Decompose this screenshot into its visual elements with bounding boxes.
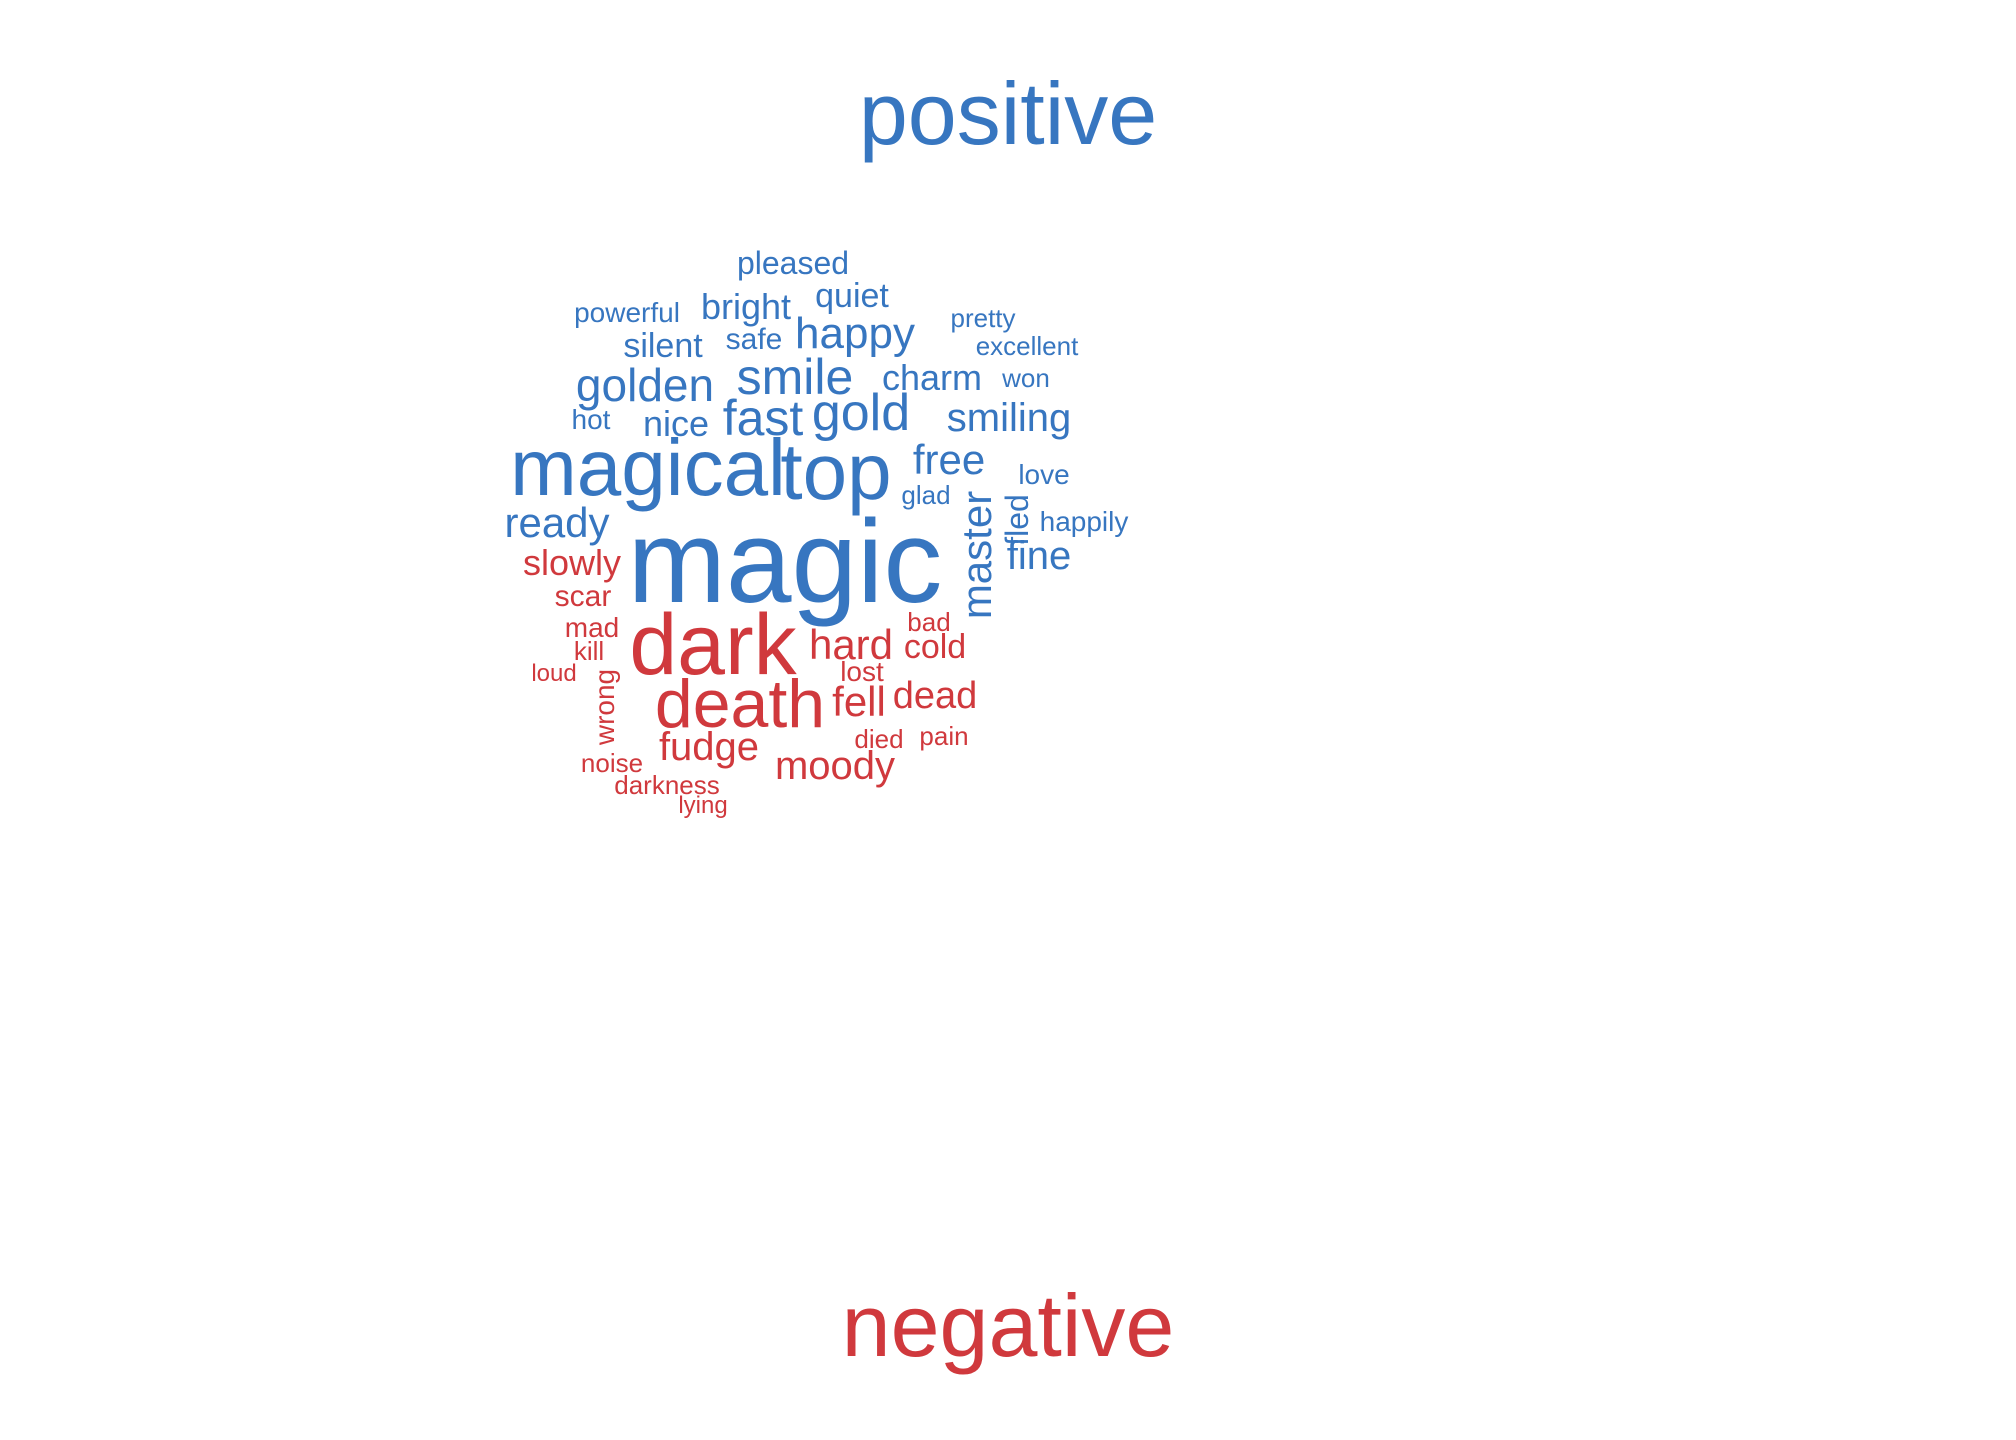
word-positive: safe: [725, 323, 783, 356]
word-negative: lying: [678, 792, 728, 819]
word-positive: top: [780, 427, 892, 516]
positive-heading: positive: [858, 64, 1158, 163]
word-positive: glad: [901, 480, 951, 510]
word-negative: loud: [531, 660, 577, 687]
word-positive: quiet: [815, 277, 889, 315]
word-negative: hard: [808, 621, 894, 668]
word-negative: fudge: [658, 725, 760, 769]
word-positive: smiling: [946, 396, 1072, 440]
word-negative: died: [854, 724, 904, 754]
word-positive: ready: [504, 499, 610, 546]
word-negative: wrong: [589, 668, 620, 746]
word-negative: scar: [554, 580, 612, 613]
word-negative: pain: [919, 721, 969, 751]
word-negative: fell: [832, 678, 886, 725]
word-negative: kill: [573, 636, 605, 666]
word-positive: silent: [623, 327, 703, 365]
word-negative: dark: [629, 597, 797, 693]
word-positive: hot: [571, 404, 611, 435]
word-positive: gold: [811, 384, 911, 442]
word-positive: free: [912, 436, 986, 483]
word-negative: moody: [774, 744, 896, 788]
word-positive: fast: [722, 390, 804, 446]
word-negative: mad: [564, 612, 620, 643]
negative-heading: negative: [841, 1276, 1175, 1375]
word-positive: happily: [1039, 506, 1129, 537]
word-positive: master: [953, 490, 1000, 620]
word-positive: fled: [999, 494, 1035, 546]
word-positive: bright: [700, 286, 792, 327]
word-negative: death: [654, 666, 826, 742]
word-positive: golden: [575, 359, 715, 411]
word-negative: lost: [840, 656, 884, 687]
word-positive: magic: [627, 496, 943, 628]
word-positive: won: [1002, 363, 1050, 393]
word-positive: smile: [736, 349, 854, 405]
word-positive: fine: [1006, 534, 1072, 578]
word-positive: nice: [642, 403, 710, 444]
word-positive: pleased: [736, 245, 850, 281]
word-negative: darkness: [614, 770, 720, 800]
word-negative: bad: [907, 607, 951, 637]
word-negative: noise: [580, 748, 644, 778]
word-positive: pretty: [950, 303, 1016, 333]
word-positive: love: [1018, 459, 1070, 490]
word-negative: slowly: [522, 542, 622, 583]
word-positive: excellent: [975, 331, 1079, 361]
word-positive: charm: [881, 357, 983, 398]
word-negative: dead: [892, 675, 978, 717]
word-negative: cold: [903, 628, 967, 666]
word-positive: powerful: [574, 297, 680, 328]
word-positive: happy: [795, 309, 915, 358]
word-positive: magical: [510, 423, 786, 512]
